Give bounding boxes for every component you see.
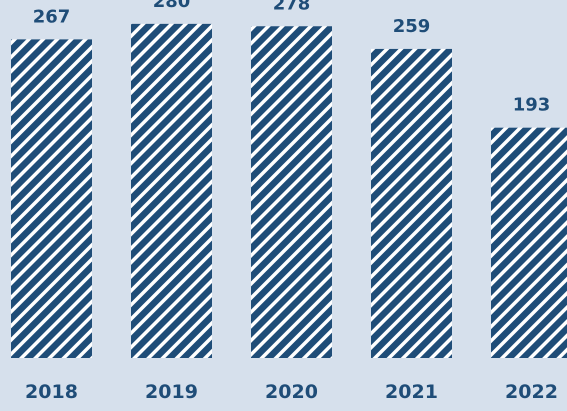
bar-2020	[251, 26, 332, 359]
value-labels-layer: 267 280 278 259 193	[33, 0, 551, 116]
bars-layer	[11, 23, 567, 359]
x-axis-tick-labels: 2018 2019 2020 2021 2022	[25, 381, 558, 403]
bar-2021	[371, 48, 452, 358]
data-label-2018: 267	[33, 6, 71, 27]
x-tick-label-2022: 2022	[505, 381, 558, 403]
data-label-2020: 278	[273, 0, 311, 14]
x-tick-label-2018: 2018	[25, 381, 78, 403]
data-label-2019: 280	[153, 0, 191, 12]
bar-2018	[11, 39, 92, 358]
data-label-2022: 193	[513, 95, 551, 116]
x-tick-label-2020: 2020	[265, 381, 318, 403]
bar-2022	[491, 127, 567, 358]
bar-2019	[131, 23, 212, 358]
data-label-2021: 259	[393, 16, 431, 37]
x-tick-label-2021: 2021	[385, 381, 438, 403]
x-tick-label-2019: 2019	[145, 381, 198, 403]
